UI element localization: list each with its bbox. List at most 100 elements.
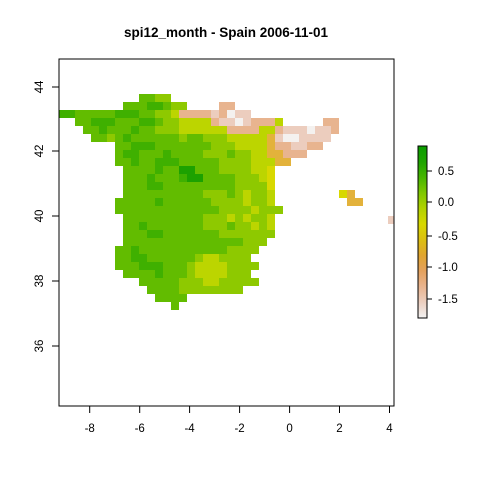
raster-cell: [163, 150, 171, 158]
x-tick-label: -6: [135, 423, 145, 435]
raster-cell: [179, 230, 187, 238]
raster-cell: [219, 286, 227, 294]
raster-cell: [203, 198, 211, 206]
raster-cell: [267, 158, 275, 166]
raster-cell: [251, 214, 259, 222]
raster-cell: [147, 198, 155, 206]
raster-cell: [75, 110, 83, 118]
raster-cell: [211, 190, 219, 198]
raster-cell: [107, 118, 115, 126]
raster-cell: [131, 270, 139, 278]
raster-cell: [219, 118, 227, 126]
y-tick-label: 40: [34, 210, 46, 223]
raster-cell: [195, 142, 203, 150]
raster-cell: [219, 214, 227, 222]
raster-cell: [171, 110, 179, 118]
raster-cell: [243, 142, 251, 150]
raster-cell: [123, 254, 131, 262]
raster-cell: [227, 134, 235, 142]
raster-cell: [187, 174, 195, 182]
raster-cell: [147, 182, 155, 190]
raster-cell: [235, 206, 243, 214]
raster-cell: [115, 246, 123, 254]
raster-cell: [131, 206, 139, 214]
raster-cell: [203, 262, 211, 270]
raster-cell: [355, 198, 363, 206]
raster-cell: [267, 222, 275, 230]
raster-cell: [195, 262, 203, 270]
raster-cell: [227, 150, 235, 158]
raster-cell: [219, 166, 227, 174]
raster-cell: [219, 142, 227, 150]
raster-cell: [123, 214, 131, 222]
raster-cell: [243, 246, 251, 254]
raster-cell: [323, 118, 331, 126]
raster-cell: [83, 110, 91, 118]
raster-cell: [179, 222, 187, 230]
raster-cell: [123, 262, 131, 270]
raster-cell: [179, 182, 187, 190]
raster-cell: [171, 206, 179, 214]
raster-cell: [187, 246, 195, 254]
raster-cell: [251, 190, 259, 198]
raster-cell: [203, 182, 211, 190]
raster-cell: [123, 206, 131, 214]
raster-cell: [179, 118, 187, 126]
raster-cell: [227, 262, 235, 270]
raster-cell: [171, 134, 179, 142]
raster-cell: [235, 190, 243, 198]
raster-cell: [267, 190, 275, 198]
raster-cell: [243, 262, 251, 270]
raster-cell: [155, 126, 163, 134]
raster-cell: [227, 286, 235, 294]
raster-cell: [139, 110, 147, 118]
raster-cell: [195, 110, 203, 118]
raster-cell: [243, 134, 251, 142]
raster-cell: [251, 126, 259, 134]
raster-cell: [171, 190, 179, 198]
raster-cell: [163, 206, 171, 214]
raster-cell: [219, 126, 227, 134]
raster-cell: [235, 270, 243, 278]
raster-cell: [131, 182, 139, 190]
raster-cell: [139, 134, 147, 142]
raster-cell: [227, 190, 235, 198]
raster-cell: [171, 230, 179, 238]
legend-colorbar: [418, 146, 427, 318]
raster-cell: [307, 126, 315, 134]
raster-cell: [187, 190, 195, 198]
raster-cell: [243, 230, 251, 238]
raster-cell: [171, 150, 179, 158]
raster-cell: [227, 158, 235, 166]
raster-cell: [243, 126, 251, 134]
raster-cell: [259, 198, 267, 206]
raster-cell: [139, 182, 147, 190]
raster-cell: [139, 126, 147, 134]
raster-cell: [235, 142, 243, 150]
raster-cell: [235, 262, 243, 270]
raster-cell: [155, 254, 163, 262]
raster-cell: [203, 270, 211, 278]
raster-cell: [235, 150, 243, 158]
raster-cell: [251, 230, 259, 238]
raster-cell: [267, 182, 275, 190]
raster-cell: [147, 270, 155, 278]
raster-cell: [211, 118, 219, 126]
raster-cell: [139, 118, 147, 126]
raster-cell: [187, 278, 195, 286]
raster-cell: [243, 110, 251, 118]
raster-cell: [147, 158, 155, 166]
raster-cell: [227, 110, 235, 118]
raster-cell: [115, 254, 123, 262]
raster-cell: [147, 150, 155, 158]
raster-cell: [267, 230, 275, 238]
raster-cell: [123, 182, 131, 190]
raster-cell: [259, 158, 267, 166]
raster-cell: [123, 158, 131, 166]
raster-cell: [147, 110, 155, 118]
color-legend: 0.5 0.0 -0.5 -1.0 -1.5: [417, 145, 458, 319]
raster-cell: [179, 198, 187, 206]
raster-cell: [179, 190, 187, 198]
raster-cell: [163, 238, 171, 246]
raster-cell: [139, 262, 147, 270]
